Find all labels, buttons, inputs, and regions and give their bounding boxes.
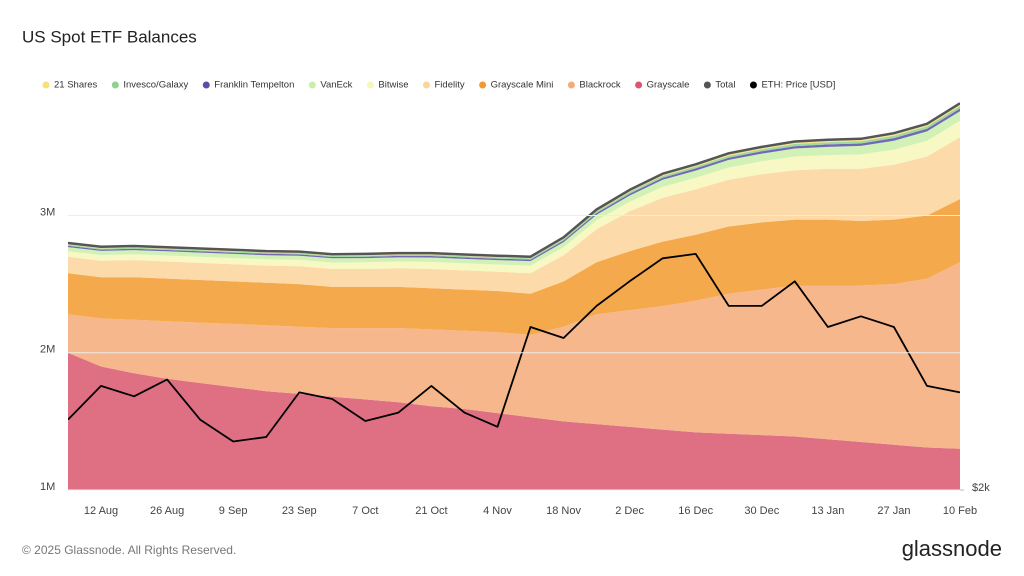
area — [68, 199, 960, 335]
legend-swatch — [749, 81, 757, 89]
line — [68, 102, 960, 258]
x-tick-label: 2 Dec — [615, 505, 644, 517]
x-tick-label: 27 Jan — [877, 505, 910, 517]
x-tick-label: 16 Dec — [678, 505, 713, 517]
area — [68, 352, 960, 490]
legend-label: Fidelity — [435, 80, 465, 91]
legend-label: ETH: Price [USD] — [761, 80, 835, 91]
legend-swatch — [111, 81, 119, 89]
x-tick-label: 30 Dec — [744, 505, 779, 517]
y-tick-label: 1M — [40, 481, 55, 493]
legend-label: Franklin Tempelton — [214, 80, 294, 91]
x-tick-label: 26 Aug — [150, 505, 184, 517]
legend-swatch — [479, 81, 487, 89]
brand: glassnode — [902, 536, 1002, 561]
x-tick-label: 18 Nov — [546, 505, 581, 517]
legend-label: Total — [715, 80, 735, 91]
chart-title: US Spot ETF Balances — [22, 27, 197, 46]
x-tick-label: 13 Jan — [811, 505, 844, 517]
legend-swatch — [202, 81, 210, 89]
x-tick-label: 7 Oct — [352, 505, 378, 517]
y-tick-label: 2M — [40, 344, 55, 356]
legend-label: VanEck — [320, 80, 352, 91]
area — [68, 120, 960, 274]
legend-swatch — [635, 81, 643, 89]
x-tick-label: 10 Feb — [943, 505, 977, 517]
x-tick-label: 4 Nov — [483, 505, 512, 517]
line — [68, 253, 960, 443]
x-tick-label: 9 Sep — [219, 505, 248, 517]
x-tick-label: 23 Sep — [282, 505, 317, 517]
legend-swatch — [567, 81, 575, 89]
y-tick-label: 3M — [40, 206, 55, 218]
area — [68, 262, 960, 449]
legend-label: Grayscale — [647, 80, 690, 91]
legend-swatch — [366, 81, 374, 89]
legend-swatch — [308, 81, 316, 89]
legend-swatch — [42, 81, 50, 89]
legend-label: Grayscale Mini — [491, 80, 554, 91]
legend-swatch — [423, 81, 430, 89]
y2-tick-label: $2k — [972, 482, 990, 494]
x-tick-label: 21 Oct — [415, 505, 447, 517]
x-tick-label: 12 Aug — [84, 505, 118, 517]
footer: © 2025 Glassnode. All Rights Reserved. — [22, 543, 236, 557]
legend-label: Bitwise — [378, 80, 408, 91]
legend-label: Invesco/Galaxy — [123, 80, 188, 91]
legend-label: Blackrock — [579, 80, 620, 91]
legend-swatch — [703, 81, 711, 89]
legend-label: 21 Shares — [54, 80, 98, 91]
plot-area — [68, 102, 960, 490]
